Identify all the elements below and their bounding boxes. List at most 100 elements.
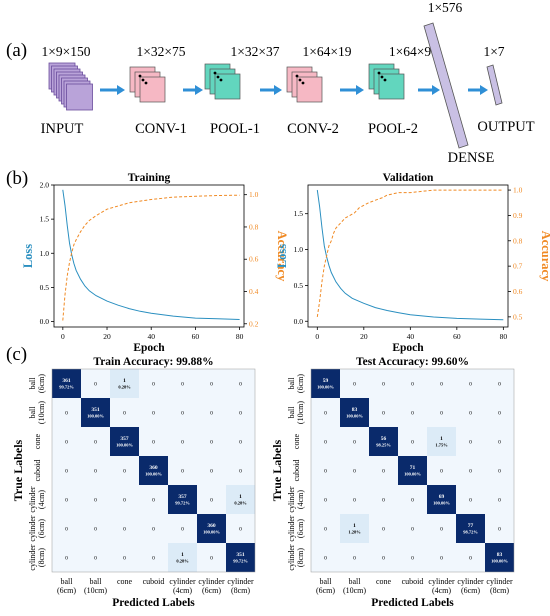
- matrix-cell: [485, 485, 514, 514]
- series-line-accuracy: [316, 189, 504, 317]
- cell-count-label: 0: [353, 469, 356, 475]
- y-tick-label-left: 1.5: [294, 209, 304, 218]
- x-category-label: cuboid: [402, 577, 424, 586]
- cell-count-label: 360: [207, 523, 216, 529]
- matrix-cell: [311, 543, 340, 572]
- y-category-label: (6cm): [296, 374, 305, 393]
- matrix-cell: [52, 398, 81, 427]
- y-tick-label-left: 1.5: [40, 215, 50, 224]
- cell-count-label: 0: [382, 498, 385, 504]
- y-tick-label-left: 1.0: [40, 249, 50, 258]
- cell-count-label: 360: [149, 465, 158, 471]
- panel-label-b: (b): [6, 168, 28, 189]
- matrix-cell: [311, 456, 340, 485]
- matrix-cell: [311, 398, 340, 427]
- cell-percent-label: 0.28%: [176, 559, 189, 564]
- y-tick-label-right: 0.6: [513, 287, 523, 296]
- cell-count-label: 0: [239, 411, 242, 417]
- cell-count-label: 0: [353, 382, 356, 388]
- matrix-title: Test Accuracy: 99.60%: [356, 356, 469, 368]
- cell-count-label: 0: [65, 527, 68, 533]
- x-tick-label: 0: [315, 332, 319, 341]
- cell-count-label: 0: [239, 382, 242, 388]
- matrix-cell: [110, 514, 139, 543]
- cell-count-label: 0: [411, 382, 414, 388]
- matrix-cell: [197, 427, 226, 456]
- cell-count-label: 0: [411, 440, 414, 446]
- cell-percent-label: 99.72%: [233, 559, 248, 564]
- cell-count-label: 0: [353, 498, 356, 504]
- cell-count-label: 0: [382, 469, 385, 475]
- matrix-cell: [311, 427, 340, 456]
- y-tick-label-left: 1.0: [294, 245, 304, 254]
- layer-name-label: CONV-2: [287, 121, 339, 137]
- matrix-cell: [340, 369, 369, 398]
- matrix-cell: [456, 398, 485, 427]
- cell-percent-label: 100.00%: [433, 501, 450, 506]
- x-axis-label: Predicted Labels: [112, 597, 195, 609]
- matrix-cell: [81, 427, 110, 456]
- x-tick-label: 60: [192, 332, 200, 341]
- y-category-label: (4cm): [296, 490, 305, 509]
- cell-percent-label: 1.75%: [435, 443, 448, 448]
- matrix-cell: [340, 514, 369, 543]
- cell-count-label: 0: [210, 440, 213, 446]
- cell-count-label: 0: [123, 411, 126, 417]
- matrix-cell: [427, 514, 456, 543]
- y-category-label: (10cm): [296, 401, 305, 424]
- matrix-cell: [226, 427, 255, 456]
- y-tick-label-left: 0.5: [294, 281, 304, 290]
- y-category-label: ball: [287, 406, 296, 419]
- panel-label-a: (a): [6, 40, 27, 61]
- cell-count-label: 351: [236, 552, 245, 558]
- matrix-cell: [52, 514, 81, 543]
- cell-count-label: 0: [210, 498, 213, 504]
- matrix-cell: [398, 514, 427, 543]
- matrix-cell: [226, 456, 255, 485]
- matrix-cell: [110, 369, 139, 398]
- x-tick-label: 80: [236, 332, 244, 341]
- matrix-cell: [197, 398, 226, 427]
- matrix-cell: [427, 369, 456, 398]
- x-category-label: cylinder: [428, 577, 455, 586]
- y-category-label: cylinder: [287, 486, 296, 513]
- matrix-cell: [485, 514, 514, 543]
- matrix-cell: [110, 456, 139, 485]
- matrix-cell: [168, 369, 197, 398]
- matrix-cell: [456, 427, 485, 456]
- cell-count-label: 1: [239, 494, 242, 500]
- matrix-cell: [81, 485, 110, 514]
- matrix-cell: [52, 456, 81, 485]
- cell-count-label: 0: [65, 469, 68, 475]
- cell-count-label: 0: [382, 556, 385, 562]
- matrix-cell: [398, 398, 427, 427]
- matrix-cell: [110, 485, 139, 514]
- x-category-label: (10cm): [84, 586, 107, 595]
- y-category-label: (6cm): [37, 374, 46, 393]
- cell-count-label: 0: [469, 440, 472, 446]
- cell-count-label: 0: [324, 527, 327, 533]
- cell-count-label: 0: [94, 382, 97, 388]
- matrix-cell: [340, 543, 369, 572]
- flow-arrow-head: [356, 85, 364, 95]
- matrix-title: Train Accuracy: 99.88%: [93, 356, 213, 368]
- matrix-cell: [485, 543, 514, 572]
- matrix-cell: [197, 543, 226, 572]
- flow-arrow-head: [274, 85, 282, 95]
- cell-percent-label: 1.28%: [348, 530, 361, 535]
- y-tick-label-right: 0.2: [249, 319, 259, 328]
- x-category-label: (6cm): [461, 586, 480, 595]
- matrix-cell: [52, 543, 81, 572]
- matrix-cell: [456, 485, 485, 514]
- plot-frame: [307, 184, 509, 328]
- cell-count-label: 0: [239, 440, 242, 446]
- y-tick-label-left: 2.0: [40, 181, 50, 190]
- cell-count-label: 0: [498, 498, 501, 504]
- kernel-dot: [298, 78, 302, 82]
- cell-percent-label: 98.25%: [376, 443, 391, 448]
- cell-count-label: 0: [181, 469, 184, 475]
- y-tick-label-right: 0.7: [513, 262, 523, 271]
- cell-count-label: 1: [181, 552, 184, 558]
- kernel-dot: [377, 71, 381, 75]
